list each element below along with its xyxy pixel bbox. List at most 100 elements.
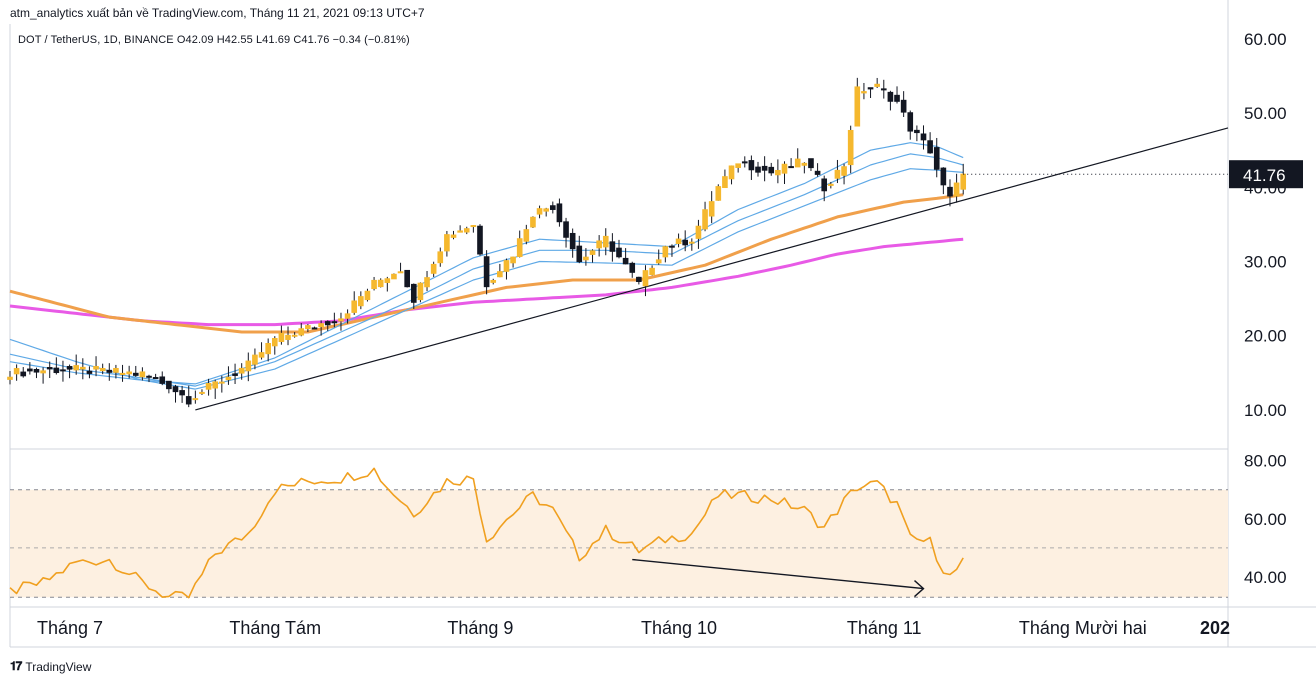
- candle-body: [841, 166, 847, 176]
- candle-body: [828, 183, 834, 186]
- candle: [708, 191, 715, 224]
- candle: [741, 156, 748, 168]
- candle: [73, 354, 80, 375]
- candle-body: [543, 208, 550, 212]
- candle-body: [788, 166, 794, 169]
- support-trendline: [195, 127, 1229, 411]
- divergence-arrow-head: [914, 580, 925, 598]
- candle-body: [46, 367, 53, 370]
- price-tick-label: 60.00: [1244, 30, 1287, 49]
- candle: [463, 226, 470, 235]
- candle-body: [152, 377, 159, 380]
- candle-body: [801, 162, 808, 166]
- candle: [119, 364, 126, 382]
- candle-body: [947, 186, 953, 197]
- candle: [642, 265, 649, 297]
- candle-body: [33, 368, 40, 373]
- candle: [960, 163, 967, 195]
- candle: [444, 230, 450, 257]
- candle: [430, 261, 437, 277]
- candle-body: [728, 165, 735, 180]
- candle: [404, 269, 410, 288]
- candle: [841, 163, 847, 185]
- candle: [801, 162, 808, 174]
- candle: [616, 239, 622, 259]
- candle-body: [775, 169, 781, 176]
- rsi-tick-label: 80.00: [1244, 452, 1287, 471]
- candle: [311, 326, 318, 330]
- candle-body: [569, 232, 576, 250]
- candle: [880, 79, 887, 99]
- candle-body: [351, 300, 358, 313]
- candle-body: [232, 373, 238, 376]
- candle-body: [470, 225, 477, 228]
- candle-body: [252, 354, 258, 365]
- candle: [331, 312, 338, 328]
- candle-body: [397, 271, 404, 274]
- candle: [808, 158, 814, 172]
- candle: [139, 367, 146, 381]
- candle-body: [166, 380, 172, 390]
- candle: [271, 336, 278, 355]
- candle-body: [338, 318, 344, 322]
- candle: [285, 326, 291, 346]
- candle: [391, 273, 397, 280]
- candle-body: [821, 178, 828, 192]
- candle-body: [530, 216, 536, 228]
- candle-body: [688, 241, 695, 244]
- candle-body: [278, 332, 285, 343]
- candle: [318, 320, 324, 336]
- last-price-tag: [1229, 160, 1303, 189]
- candle-body: [708, 201, 715, 217]
- candle-body: [384, 278, 391, 283]
- candle: [536, 205, 543, 219]
- candle: [99, 363, 106, 375]
- candle: [933, 137, 940, 178]
- candle: [384, 276, 391, 292]
- candle-body: [960, 173, 967, 190]
- candle-body: [463, 228, 470, 233]
- candle-body: [132, 372, 139, 376]
- candle: [907, 110, 914, 140]
- candle: [79, 358, 86, 380]
- candle-body: [159, 376, 166, 384]
- candle: [834, 159, 841, 184]
- candle: [715, 184, 722, 201]
- candle: [86, 366, 93, 379]
- candle-body: [927, 140, 933, 154]
- candle: [775, 159, 781, 184]
- candle-body: [450, 234, 457, 238]
- candle: [609, 233, 616, 262]
- candle: [424, 270, 430, 292]
- candle-body: [437, 251, 444, 264]
- candle-body: [331, 321, 338, 324]
- candle-body: [311, 327, 318, 330]
- candle: [410, 283, 417, 309]
- rsi-band: [10, 489, 1228, 598]
- rsi-tick-label: 40.00: [1244, 568, 1287, 587]
- candle-body: [73, 365, 80, 371]
- candle-body: [185, 396, 192, 405]
- candle: [735, 163, 741, 173]
- candle-body: [622, 257, 629, 265]
- candle-body: [874, 83, 880, 87]
- candle-body: [7, 376, 13, 380]
- symbol-info: DOT / TetherUS, 1D, BINANCE O42.09 H42.5…: [18, 34, 410, 46]
- publisher-line: atm_analytics xuất bản về TradingView.co…: [10, 6, 425, 20]
- candle: [920, 125, 927, 150]
- candle-body: [861, 91, 867, 94]
- candle: [278, 325, 285, 345]
- candle: [728, 165, 735, 185]
- price-tick-label: 20.00: [1244, 327, 1287, 346]
- candle: [477, 224, 483, 256]
- candle-body: [834, 169, 841, 179]
- candle: [371, 276, 377, 291]
- candle-body: [867, 87, 874, 90]
- candle: [106, 363, 113, 381]
- candle-body: [119, 372, 126, 375]
- candle: [867, 87, 874, 98]
- candle: [60, 360, 66, 382]
- candle-body: [404, 269, 410, 288]
- candle-body: [344, 313, 351, 319]
